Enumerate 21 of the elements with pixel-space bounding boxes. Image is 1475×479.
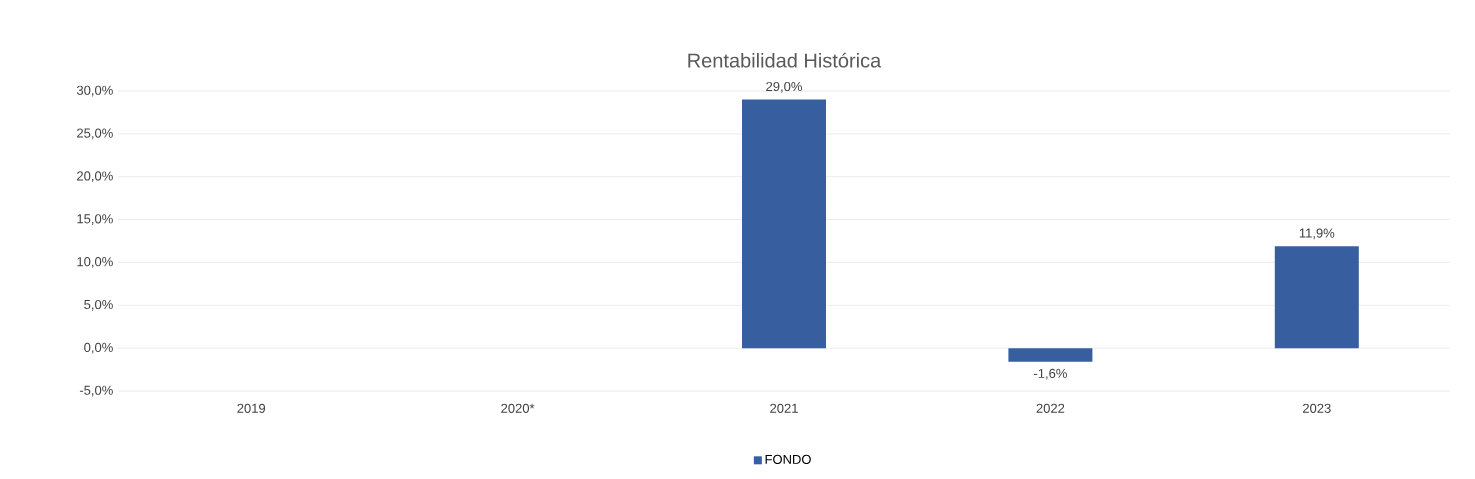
x-tick-label: 2021 (770, 403, 798, 413)
y-tick-label: 10,0% (77, 257, 113, 268)
bar (1008, 348, 1093, 362)
y-tick-label: 5,0% (84, 299, 113, 311)
data-label: -1,6% (1034, 368, 1067, 380)
x-tick-label: 2023 (1302, 403, 1331, 413)
y-tick-label: -5,0% (79, 385, 113, 397)
chart-title: Rentabilidad Histórica (688, 52, 882, 68)
y-tick-label: 15,0% (77, 214, 113, 225)
legend-label: FONDO (765, 454, 811, 464)
data-label: 11,9% (1299, 228, 1335, 240)
y-tick-label: 0,0% (84, 342, 113, 354)
y-tick-label: 30,0% (76, 85, 113, 97)
y-tick-label: 25,0% (77, 128, 113, 140)
bar (1274, 246, 1359, 349)
bar (742, 99, 827, 349)
x-tick-label: 2019 (237, 403, 266, 413)
x-tick-label: 2020* (501, 403, 535, 413)
y-tick-label: 20,0% (77, 171, 113, 183)
x-tick-label: 2022 (1036, 403, 1065, 413)
data-label: 29,0% (766, 81, 802, 93)
